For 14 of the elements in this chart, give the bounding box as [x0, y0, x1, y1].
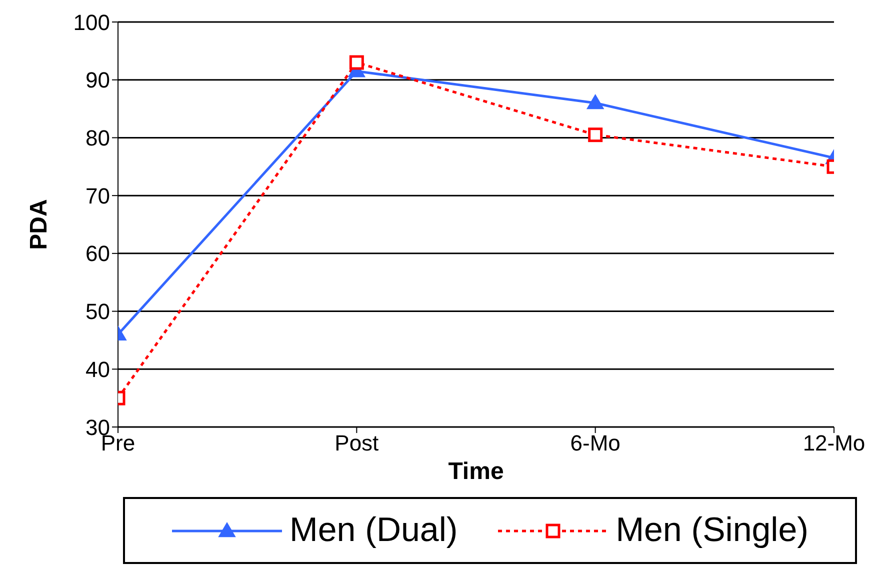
y-tick-label: 100	[73, 10, 110, 35]
y-tick-label: 80	[86, 126, 110, 151]
y-tick-label: 40	[86, 356, 110, 382]
y-tick-label: 70	[86, 183, 110, 208]
x-tick-label: 12-Mo	[802, 430, 866, 456]
y-tick-label: 50	[86, 299, 110, 324]
y-tick-label: 90	[86, 68, 110, 93]
legend-label: Men (Single)	[616, 511, 808, 550]
y-tick-label: 60	[86, 241, 110, 266]
y-axis-title: PDA	[26, 199, 53, 250]
x-axis-title: Time	[448, 458, 504, 485]
x-tick-label: Post	[334, 430, 379, 456]
x-tick-label: 6-Mo	[570, 430, 620, 456]
legend-label: Men (Dual)	[290, 511, 458, 550]
